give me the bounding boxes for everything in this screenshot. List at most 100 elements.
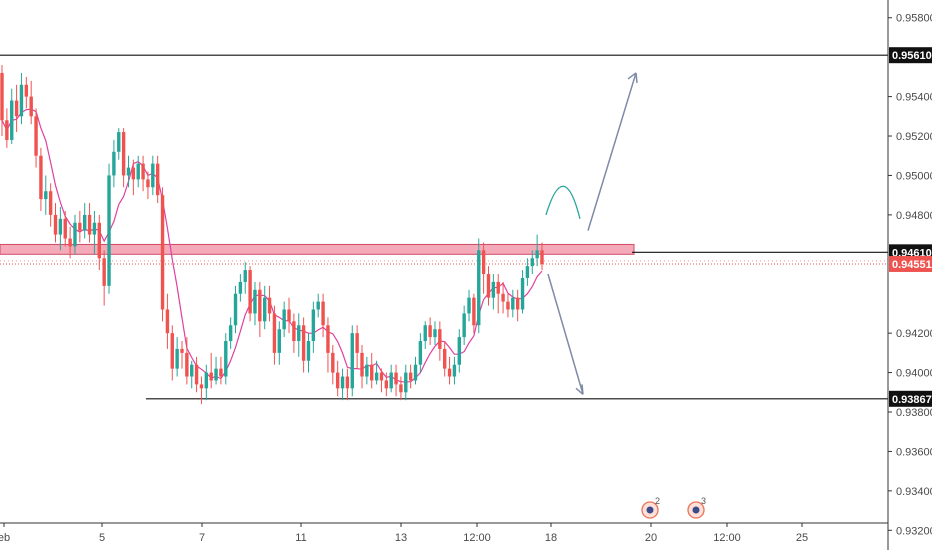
candle-body: [219, 368, 223, 377]
zone-rect: [0, 243, 635, 255]
up-arrow-head: [627, 72, 638, 84]
x-tick-label: 12:00: [463, 532, 491, 544]
candle-body: [379, 372, 384, 381]
resistance-zone: [0, 243, 635, 255]
candle-body: [92, 222, 97, 235]
price-flag-label: 0.93867: [892, 394, 932, 406]
candle-body: [83, 214, 87, 231]
x-axis: eb 5 7 11 13 12:00 18 20 12:00 25: [0, 522, 888, 544]
candle-body: [306, 341, 311, 361]
y-axis: 0.95800 0.95400 0.95200 0.95000 0.94800 0.942…: [887, 0, 932, 550]
candle-body: [68, 238, 72, 247]
candle-body: [58, 218, 63, 235]
candle-body: [63, 218, 67, 239]
y-tick-label: 0.93800: [896, 407, 932, 419]
candle-body: [501, 293, 505, 302]
candle-body: [316, 301, 320, 310]
y-tick-label: 0.94200: [896, 328, 932, 340]
candle-body: [433, 329, 437, 338]
candle-body: [535, 250, 539, 259]
candle-body: [175, 348, 179, 369]
up-arch-curve: [545, 185, 581, 219]
candle-body: [515, 297, 520, 310]
x-tick-label: 12:00: [713, 532, 741, 544]
candle-body: [87, 214, 92, 235]
y-tick-label: 0.93200: [896, 525, 932, 537]
candle-body: [355, 333, 359, 353]
candle-body: [530, 258, 534, 267]
candle-body: [389, 372, 393, 389]
candle-body: [117, 132, 121, 152]
candle-body: [472, 297, 476, 326]
candle-body: [452, 364, 457, 377]
candle-body: [491, 281, 496, 298]
candle-body: [292, 321, 296, 342]
x-tick-label: 25: [796, 532, 808, 544]
candle-body: [443, 348, 447, 369]
y-tick-label: 0.94800: [896, 210, 932, 222]
candle-body: [185, 352, 189, 377]
candle-body: [155, 163, 160, 196]
candle-body: [350, 333, 354, 389]
candle-body: [326, 325, 330, 353]
candle-body: [287, 309, 291, 322]
candle-body: [160, 195, 165, 310]
candle-body: [14, 100, 19, 117]
price-flag-label: 0.95610: [892, 50, 932, 62]
x-tick-label: 18: [545, 532, 557, 544]
x-tick-label: 11: [295, 532, 306, 544]
candle-body: [243, 270, 247, 282]
candle-body: [102, 258, 106, 286]
candle-body: [209, 372, 213, 381]
candle-body: [136, 163, 140, 180]
candle-body: [97, 222, 101, 259]
y-tick-label: 0.94000: [896, 368, 932, 380]
y-tick-label: 0.93600: [896, 446, 932, 458]
candle-body: [394, 372, 398, 385]
candle-body: [340, 376, 345, 389]
candle-body: [413, 364, 418, 381]
candle-body: [29, 96, 33, 117]
candle-body: [112, 151, 116, 176]
candle-body: [267, 297, 272, 314]
candle-body: [525, 266, 530, 278]
candle-body: [53, 214, 58, 235]
candle-body: [272, 313, 277, 353]
candle-body: [78, 222, 82, 231]
y-tick-label: 0.95000: [896, 170, 932, 182]
candle-body: [360, 352, 364, 377]
candle-body: [258, 289, 262, 322]
candle-body: [151, 163, 155, 188]
x-tick-label: 20: [645, 532, 657, 544]
candle-body: [214, 368, 218, 381]
candle-body: [126, 167, 131, 176]
projection-drawings: [545, 72, 638, 395]
candle-body: [277, 329, 281, 353]
y-tick-label: 0.95200: [896, 131, 932, 143]
candle-body: [24, 84, 29, 97]
candle-body: [438, 329, 442, 349]
candle-body: [370, 364, 374, 381]
candle-body: [457, 337, 461, 365]
candle-body: [481, 250, 486, 275]
up-arrow-shaft: [587, 72, 637, 231]
candle-body: [199, 384, 204, 389]
event-count: 3: [701, 496, 706, 506]
candle-body: [131, 167, 136, 180]
candle-body: [404, 372, 408, 393]
current-price-flag: [889, 255, 932, 272]
candle-body: [263, 297, 267, 322]
candle-body: [428, 325, 432, 338]
level-price-flag: [889, 390, 932, 407]
candle-body: [73, 222, 77, 247]
candle-body: [165, 309, 170, 334]
candle-body: [238, 281, 243, 294]
candles: [0, 65, 544, 405]
x-tick-label: 5: [99, 532, 105, 544]
candle-body: [48, 191, 53, 215]
candle-body: [321, 301, 325, 326]
candle-body: [423, 325, 427, 342]
candle-body: [374, 372, 379, 381]
